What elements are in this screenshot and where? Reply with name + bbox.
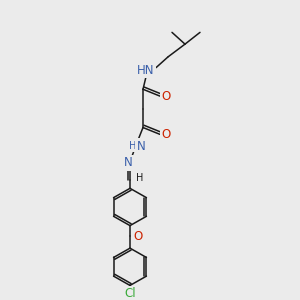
Text: Cl: Cl	[124, 287, 136, 300]
Text: O: O	[134, 230, 142, 243]
Text: H: H	[129, 141, 137, 151]
Text: H: H	[136, 172, 144, 182]
Text: O: O	[161, 128, 171, 141]
Text: N: N	[124, 156, 132, 169]
Text: HN: HN	[137, 64, 155, 77]
Text: N: N	[136, 140, 146, 153]
Text: O: O	[161, 90, 171, 103]
